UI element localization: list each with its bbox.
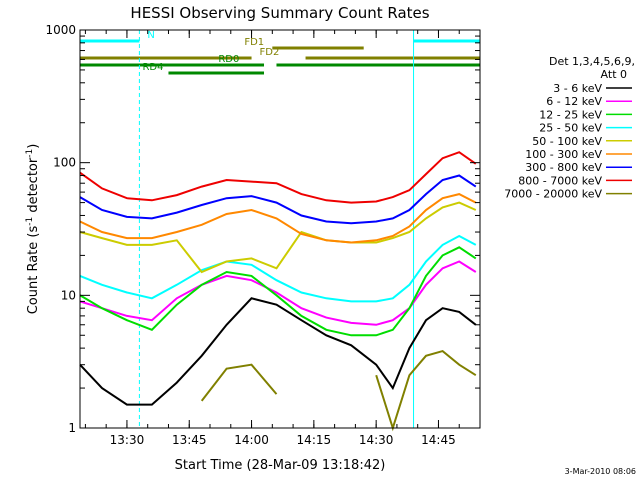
x-tick-label: 14:45 — [421, 433, 456, 447]
y-axis-label: Count Rate (s-1 detector-1) — [25, 144, 41, 315]
series-line — [79, 193, 477, 244]
series-line — [200, 349, 477, 432]
legend-label: 7000 - 20000 keV — [504, 188, 602, 201]
y-ticks: 1 10 100 1000 — [45, 23, 480, 435]
series-lines — [79, 151, 477, 432]
y-axis-label-end: ) — [26, 144, 41, 149]
flag-bar-label: N — [147, 30, 154, 41]
series-line — [79, 201, 477, 274]
x-tick-label: 14:30 — [359, 433, 394, 447]
series-line — [79, 234, 477, 303]
legend-label: 50 - 100 keV — [532, 135, 602, 148]
legend-label: 6 - 12 keV — [546, 95, 602, 108]
series-line — [79, 297, 477, 406]
x-tick-label: 13:45 — [172, 433, 207, 447]
y-tick-label: 10 — [61, 288, 76, 302]
y-axis-label-main: Count Rate (s — [26, 226, 41, 315]
chart-title: HESSI Observing Summary Count Rates — [130, 4, 429, 22]
series-line — [79, 151, 477, 204]
legend-label: 3 - 6 keV — [553, 82, 602, 95]
plot-frame — [79, 29, 481, 429]
footer-timestamp: 3-Mar-2010 08:06 — [565, 467, 636, 476]
y-axis-label-mid: detector — [26, 157, 41, 217]
y-axis-label-sup-1: -1 — [25, 217, 35, 226]
y-tick-label: 1 — [68, 421, 76, 435]
legend-label: 25 - 50 keV — [539, 122, 602, 135]
series-line — [79, 260, 477, 326]
x-tick-label: 14:00 — [234, 433, 269, 447]
series-line — [79, 174, 477, 225]
flag-bar-label: RD4 — [142, 62, 163, 73]
legend-label: 300 - 800 keV — [525, 161, 602, 174]
legend-label: 12 - 25 keV — [539, 108, 602, 121]
y-axis-label-sup-2: -1 — [25, 149, 35, 158]
y-tick-label: 100 — [53, 156, 76, 170]
legend-label: 100 - 300 keV — [525, 148, 602, 161]
x-tick-label: 14:15 — [297, 433, 332, 447]
legend-label: 800 - 7000 keV — [518, 174, 602, 187]
x-tick-label: 13:30 — [110, 433, 145, 447]
legend-header-1: Det 1,3,4,5,6,9, — [549, 55, 635, 68]
x-axis-label: Start Time (28-Mar-09 13:18:42) — [175, 458, 386, 473]
flag-bar-label: RD0 — [218, 54, 239, 65]
x-ticks: 13:30 13:45 14:00 14:15 14:30 14:45 — [84, 30, 481, 447]
legend-header-2: Att 0 — [601, 68, 627, 81]
series-line — [79, 246, 477, 337]
flag-bar-label: FD1 — [244, 37, 264, 48]
y-tick-label: 1000 — [45, 23, 76, 37]
flag-bar-label: FD2 — [260, 47, 280, 58]
